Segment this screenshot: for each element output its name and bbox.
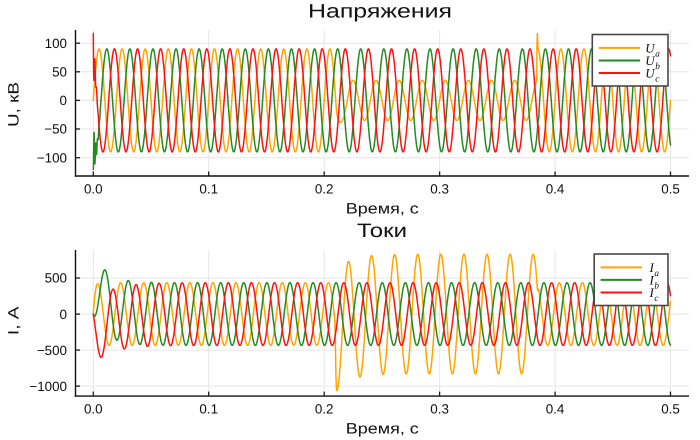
svg-text:−1000: −1000 (29, 379, 67, 394)
svg-text:0: 0 (60, 307, 67, 322)
svg-text:100: 100 (45, 36, 67, 51)
svg-text:Время, с: Время, с (346, 421, 420, 438)
svg-text:0.5: 0.5 (661, 181, 680, 196)
svg-text:500: 500 (45, 271, 67, 286)
svg-text:0.3: 0.3 (430, 401, 449, 416)
svg-text:I, А: I, А (5, 307, 22, 336)
svg-text:0.5: 0.5 (661, 401, 680, 416)
svg-text:0.1: 0.1 (199, 401, 218, 416)
svg-text:Напряжения: Напряжения (308, 1, 452, 23)
svg-text:Ic: Ic (649, 285, 660, 304)
svg-text:0.2: 0.2 (315, 401, 334, 416)
svg-text:−50: −50 (44, 122, 67, 137)
svg-text:Ib: Ib (649, 273, 660, 292)
svg-text:−500: −500 (37, 343, 67, 358)
svg-text:0: 0 (60, 93, 67, 108)
svg-text:50: 50 (52, 64, 67, 79)
svg-text:0.0: 0.0 (84, 181, 103, 196)
svg-text:Время, с: Время, с (346, 201, 420, 218)
svg-text:0.0: 0.0 (84, 401, 103, 416)
svg-text:−100: −100 (37, 150, 67, 165)
svg-text:Токи: Токи (357, 220, 407, 242)
svg-text:0.1: 0.1 (199, 181, 218, 196)
svg-text:0.4: 0.4 (546, 181, 565, 196)
svg-text:Ia: Ia (649, 260, 660, 279)
svg-text:0.2: 0.2 (315, 181, 334, 196)
svg-text:0.3: 0.3 (430, 181, 449, 196)
svg-text:0.4: 0.4 (546, 401, 565, 416)
svg-text:U, кВ: U, кВ (5, 82, 22, 127)
